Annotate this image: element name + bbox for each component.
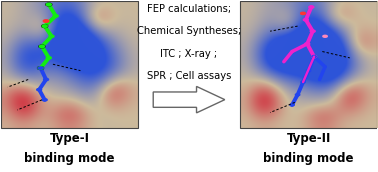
Text: Type-II: Type-II (287, 132, 331, 145)
Text: ITC ; X-ray ;: ITC ; X-ray ; (160, 49, 218, 59)
Bar (1, 1, 138, 128)
Circle shape (305, 43, 310, 45)
Circle shape (307, 70, 311, 72)
Circle shape (38, 67, 43, 69)
Circle shape (38, 67, 43, 69)
Circle shape (290, 104, 294, 106)
Text: binding mode: binding mode (24, 152, 115, 165)
Circle shape (42, 25, 48, 28)
Circle shape (309, 6, 314, 8)
Circle shape (301, 12, 305, 14)
Circle shape (49, 35, 54, 37)
Circle shape (53, 15, 58, 17)
Text: Type-I: Type-I (50, 132, 90, 145)
Circle shape (39, 45, 45, 48)
Circle shape (295, 94, 300, 96)
Circle shape (38, 67, 43, 69)
Circle shape (46, 3, 52, 6)
Text: binding mode: binding mode (263, 152, 354, 165)
Circle shape (312, 56, 316, 58)
Circle shape (42, 25, 47, 27)
Bar (240, 1, 377, 128)
Text: FEP calculations;: FEP calculations; (147, 4, 231, 14)
Circle shape (46, 57, 51, 59)
Circle shape (43, 20, 49, 22)
Circle shape (323, 35, 327, 37)
Circle shape (37, 89, 42, 91)
Circle shape (310, 30, 315, 32)
Circle shape (40, 45, 44, 47)
Polygon shape (153, 86, 225, 113)
Text: SPR ; Cell assays: SPR ; Cell assays (147, 71, 231, 81)
Circle shape (42, 25, 47, 27)
Circle shape (46, 3, 51, 6)
Circle shape (37, 67, 43, 69)
Circle shape (46, 3, 51, 6)
Circle shape (301, 81, 305, 83)
Circle shape (39, 45, 44, 48)
Circle shape (42, 99, 47, 101)
Circle shape (311, 56, 316, 58)
Text: Chemical Syntheses;: Chemical Syntheses; (137, 26, 241, 36)
Circle shape (304, 19, 308, 21)
Circle shape (43, 78, 48, 81)
